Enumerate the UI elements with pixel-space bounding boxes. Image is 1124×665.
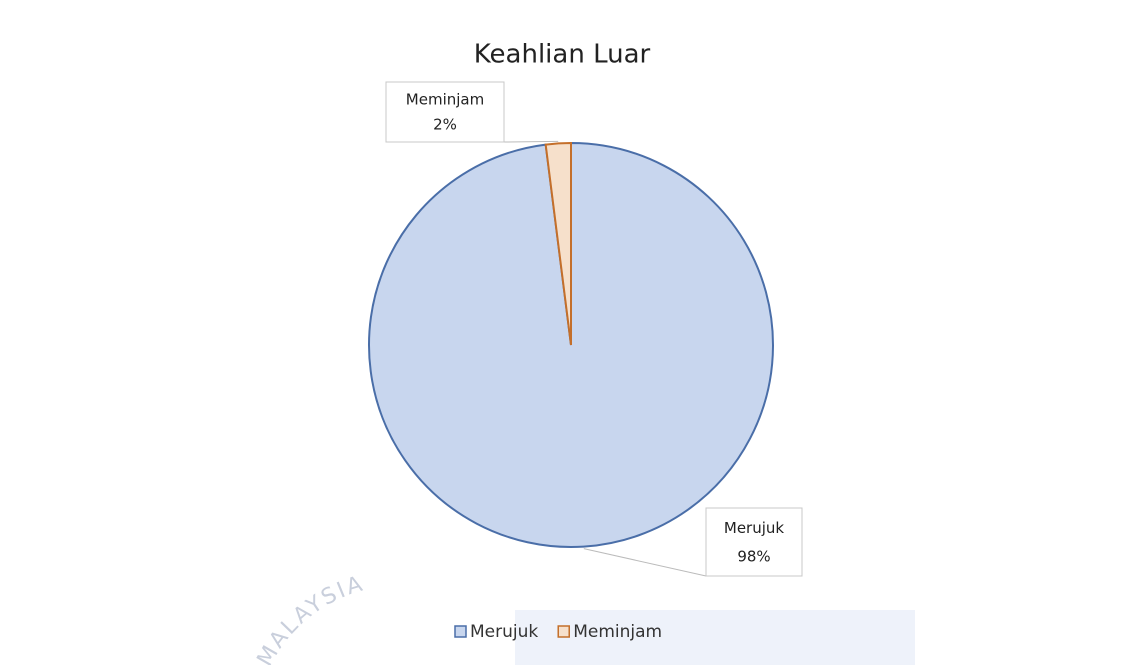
leader-line — [503, 140, 559, 143]
legend-label: Meminjam — [573, 622, 662, 642]
label-value: 2% — [433, 116, 457, 134]
pie-slice — [544, 141, 572, 346]
label-box — [705, 507, 803, 577]
label-name: Meminjam — [406, 91, 484, 109]
label-name: Merujuk — [724, 519, 785, 537]
leader-line — [583, 548, 707, 577]
label-box — [385, 81, 505, 143]
pie — [368, 141, 775, 548]
legend-swatch — [557, 625, 570, 638]
watermark-block — [515, 610, 915, 665]
legend-label: Merujuk — [470, 622, 538, 642]
label-value: 98% — [737, 547, 770, 565]
chart-title: Keahlian Luar — [474, 40, 651, 70]
watermark: MALAYSIA — [253, 571, 368, 665]
legend: Merujuk Meminjam — [454, 622, 662, 642]
data-labels: Merujuk 98% Meminjam 2% — [385, 81, 803, 577]
legend-swatch — [454, 625, 467, 638]
